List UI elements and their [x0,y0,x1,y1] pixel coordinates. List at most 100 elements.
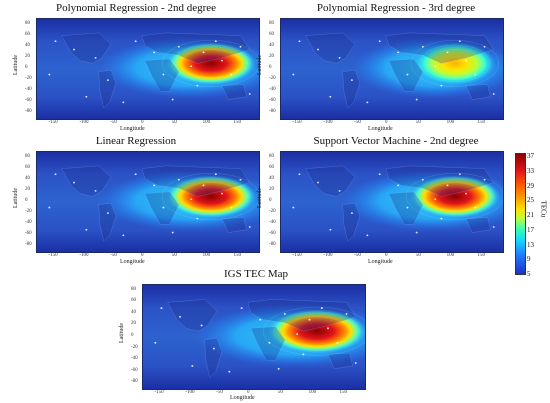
contour-line [181,49,241,78]
tec-peak [268,309,365,354]
station-dot [177,178,180,181]
colorbar-tick: 25 [527,196,534,205]
y-axis-label: Latitude [13,188,19,208]
tec-map [280,18,504,120]
y-tick-label: 80 [131,286,136,292]
station-dot [440,84,443,87]
colorbar-tick: 17 [527,225,534,234]
continent-outline [167,299,218,332]
station-dot [378,40,381,43]
station-dot [162,206,165,209]
station-dot [177,45,180,48]
continent-outline [388,191,424,225]
contour-line [161,173,259,220]
station-dot [350,79,353,81]
continent-outline [327,352,353,370]
continent-outline [221,217,247,233]
station-dot [212,347,215,350]
station-dot [483,178,486,181]
station-dot [474,73,477,76]
station-dot [48,73,51,76]
x-tick-label: -150 [48,120,58,125]
station-dot [54,40,57,43]
station-dot [458,173,461,176]
colorbar-tick: 9 [527,255,531,264]
y-tick-label: 40 [25,42,30,48]
contour-line [425,182,485,211]
station-dot [248,226,251,228]
station-dot [406,206,409,209]
x-axis-label: Longitude [120,126,145,132]
station-dot [446,51,449,54]
contour-line [273,311,361,351]
station-dot [48,206,51,209]
y-tick-label: -60 [25,231,32,237]
tec-map [280,151,504,253]
station-dot [327,327,329,330]
station-dot [122,101,125,104]
continent-outline [144,58,180,92]
station-dot [214,173,217,176]
continent-outline [385,165,495,197]
station-dot [397,51,400,54]
station-dot [354,362,357,364]
x-tick-label: -150 [292,253,302,258]
colorbar-tick: 37 [527,152,534,160]
y-tick-label: 20 [269,186,274,192]
y-tick-label: 40 [269,175,274,181]
station-dot [421,178,424,181]
station-dot [239,178,242,181]
x-tick-label: 0 [141,120,144,125]
station-dot [406,73,409,76]
station-dot [230,73,233,76]
station-dot [200,324,203,327]
station-dot [366,234,369,237]
tec-map [142,284,366,390]
station-dot [54,173,57,176]
station-dot [134,40,137,43]
y-tick-label: -80 [269,242,276,248]
x-tick-label: -150 [292,120,302,125]
x-tick-label: -50 [354,120,361,125]
station-dot [162,73,165,76]
station-dot [73,48,75,51]
x-tick-label: -50 [354,253,361,258]
y-tick-label: 0 [269,198,272,203]
panel-poly2: Polynomial Regression - 2nd degree Latit… [10,2,262,134]
continent-outline [221,84,247,100]
x-tick-label: 150 [233,253,242,258]
contour-line [171,44,251,83]
station-dot [296,333,299,336]
x-tick-label: 50 [415,120,421,125]
station-dot [240,307,243,310]
x-tick-label: 0 [247,390,250,395]
x-axis-label: Longitude [120,259,145,265]
tec-map [36,18,260,120]
x-tick-label: -100 [323,120,333,125]
continent-outline [98,202,117,242]
tec-peak [410,175,500,218]
x-tick-label: -100 [79,120,89,125]
station-dot [85,95,88,98]
x-tick-label: 150 [339,390,348,395]
station-dot [171,231,174,234]
y-tick-label: 20 [269,53,274,59]
continent-outline [465,217,491,233]
y-tick-label: 40 [25,175,30,181]
x-tick-label: 0 [141,253,144,258]
continent-outline [61,165,112,197]
station-dot [329,95,332,98]
station-dot [190,65,193,68]
continent-outline [305,32,356,64]
y-axis-label: Latitude [13,55,19,75]
y-tick-label: 0 [25,65,28,70]
contour-line [428,49,482,78]
x-tick-label: 0 [385,120,388,125]
station-dot [202,184,205,187]
station-dot [153,51,156,54]
station-dot [122,234,125,237]
station-dot [458,40,461,43]
heatmap-svg [48,32,259,109]
x-tick-label: 100 [202,120,211,125]
x-tick-label: 50 [415,253,421,258]
